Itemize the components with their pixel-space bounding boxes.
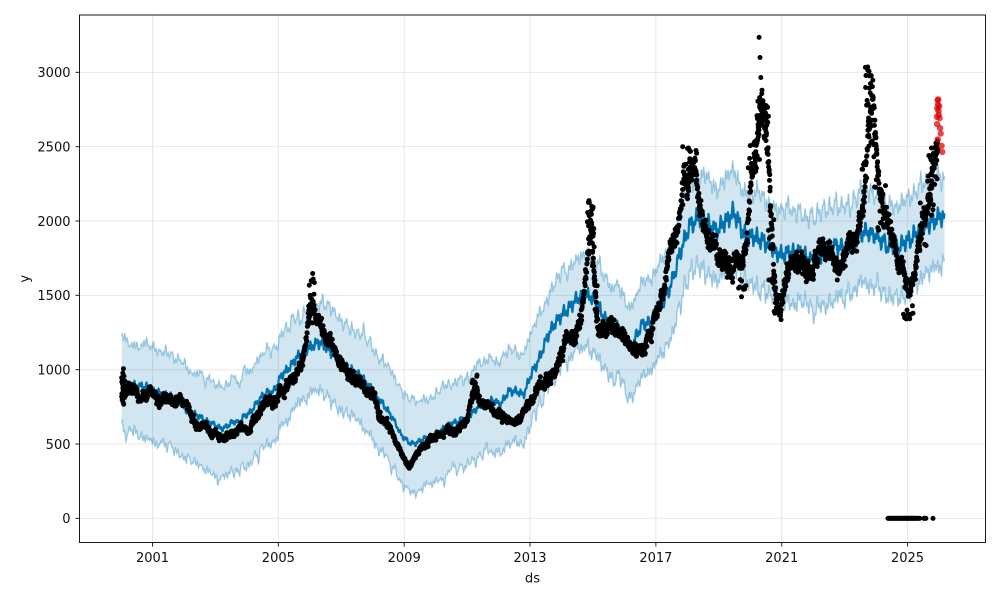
x-tick-label-2021: 2021 [765,551,798,566]
x-tick-label-2001: 2001 [136,551,169,566]
y-tick-label-1500: 1500 [37,289,70,304]
axes-frame [75,14,986,547]
y-tick-label-0: 0 [62,512,70,527]
uncertainty-band-lower-edge [121,249,946,501]
anomaly-point [938,142,945,149]
x-axis-label: ds [525,572,540,587]
uncertainty-band-upper-edge [121,160,946,407]
anomaly-point [936,103,943,110]
observed-points [119,34,941,521]
gridlines [79,15,986,543]
y-tick-label-3000: 3000 [37,66,70,81]
y-tick-label-2000: 2000 [37,215,70,230]
uncertainty-band [121,160,945,498]
x-tick-label-2017: 2017 [639,551,672,566]
plot-data [119,34,946,521]
anomaly-point [937,130,944,137]
anomaly-points [933,96,946,156]
y-axis-label: y [18,275,33,283]
forecast-line [120,200,946,448]
tick-labels: 2001 2005 2009 2013 2017 2021 2025 0 500 1000 1500… [37,66,924,566]
y-tick-label-1000: 1000 [37,363,70,378]
x-tick-label-2013: 2013 [513,551,546,566]
anomaly-point [935,96,942,103]
axes-spines [79,14,986,543]
anomaly-point [934,136,941,143]
x-tick-label-2025: 2025 [891,551,924,566]
y-tick-label-2500: 2500 [37,140,70,155]
x-tick-label-2005: 2005 [262,551,295,566]
anomaly-point [939,148,946,156]
x-tick-label-2009: 2009 [388,551,421,566]
y-tick-label-500: 500 [46,438,71,453]
anomaly-point [936,114,943,122]
anomaly-point [936,125,944,132]
